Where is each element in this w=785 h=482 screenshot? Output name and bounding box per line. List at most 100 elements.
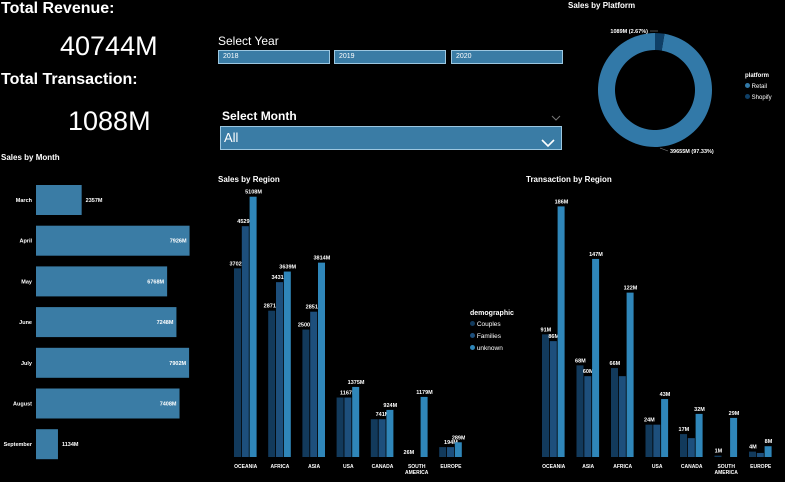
legend-title: demographic <box>470 310 514 317</box>
bar-families <box>618 376 626 457</box>
month-dropdown[interactable]: All <box>220 126 562 150</box>
legend-dot <box>745 94 750 99</box>
bar-couples <box>302 329 310 457</box>
legend-label: Shopify <box>751 95 772 101</box>
category-label: USA <box>343 464 354 470</box>
legend-item-unknown[interactable]: unknown <box>470 345 514 352</box>
category-label: AFRICA <box>270 464 289 470</box>
year-button-2020[interactable]: 2020 <box>451 50 563 64</box>
month-bar <box>36 307 177 338</box>
category-label: OCEANIA <box>234 464 257 470</box>
category-label: SOUTH <box>408 464 426 470</box>
bar-value-label: 147M <box>589 252 603 258</box>
month-label: July <box>21 361 33 367</box>
total-revenue-title: Total Revenue: <box>1 0 115 17</box>
bar-unknown <box>454 442 462 457</box>
sales-by-region-title: Sales by Region <box>218 175 280 184</box>
bar-couples <box>234 268 241 457</box>
month-label: May <box>21 279 33 285</box>
legend-dot <box>470 333 475 338</box>
month-value-label: 7408M <box>160 402 177 408</box>
legend-item-families[interactable]: Families <box>470 333 514 340</box>
total-revenue-value: 40744M <box>60 31 158 61</box>
month-bar <box>36 388 180 419</box>
donut-leader-line <box>659 147 669 152</box>
bar-families <box>310 311 318 457</box>
month-value-label: 6768M <box>147 279 164 285</box>
category-label: ASIA <box>582 464 594 470</box>
bar-families <box>378 419 386 457</box>
donut-label-shopify: 1089M (2.67%) <box>610 29 648 35</box>
bar-unknown <box>626 292 634 457</box>
month-value-label: 1134M <box>62 442 79 448</box>
bar-value-label: 26M <box>404 450 415 456</box>
select-month-title: Select Month <box>222 109 297 123</box>
month-bar <box>36 185 82 215</box>
bar-value-label: 194M <box>444 440 458 446</box>
bar-families <box>344 397 352 457</box>
slicer-collapse-chevron-icon[interactable] <box>551 108 561 126</box>
bar-value-label: 1M <box>715 449 723 455</box>
month-label: March <box>16 198 33 204</box>
bar-unknown <box>661 399 669 457</box>
bar-value-label: 2871M <box>264 304 281 310</box>
month-bar <box>36 429 58 460</box>
platform-legend: platform Retail Shopify <box>745 73 772 101</box>
bar-value-label: 4529M <box>237 219 254 225</box>
bar-unknown <box>730 417 738 457</box>
total-transaction-value: 1088M <box>68 106 151 136</box>
bar-unknown <box>557 206 565 457</box>
bar-couples <box>336 397 344 457</box>
bar-unknown <box>386 409 394 457</box>
chevron-down-icon <box>541 133 555 155</box>
legend-item-couples[interactable]: Couples <box>470 321 514 328</box>
bar-value-label: 1375M <box>348 380 365 386</box>
legend-label: unknown <box>476 345 503 352</box>
bar-value-label: 3431M <box>271 275 288 281</box>
month-label: September <box>4 442 33 448</box>
bar-value-label: 5108M <box>245 190 262 196</box>
bar-couples <box>749 451 756 457</box>
bar-value-label: 32M <box>694 407 705 413</box>
bar-unknown <box>420 396 428 457</box>
month-bar <box>36 225 190 256</box>
bar-value-label: 8M <box>765 439 773 445</box>
bar-value-label: 4M <box>749 445 757 451</box>
bar-couples <box>576 365 584 457</box>
bar-unknown <box>318 262 325 457</box>
bar-value-label: 122M <box>624 286 638 292</box>
bar-value-label: 66M <box>610 361 621 367</box>
bar-value-label: 91M <box>541 327 552 333</box>
sales-by-platform-chart: 1089M (2.67%) 39655M (97.33%) <box>598 29 714 155</box>
year-button-2018[interactable]: 2018 <box>218 50 330 64</box>
category-label: OCEANIA <box>542 464 565 470</box>
legend-item-shopify[interactable]: Shopify <box>745 94 772 101</box>
bar-value-label: 3639M <box>279 265 296 271</box>
sales-by-platform-title: Sales by Platform <box>568 1 636 10</box>
month-value-label: 7902M <box>169 361 186 367</box>
legend-dot <box>745 83 750 88</box>
category-label: SOUTH <box>717 464 735 470</box>
month-bar <box>36 347 190 378</box>
bar-value-label: 2851M <box>306 305 323 311</box>
category-label: ASIA <box>308 464 320 470</box>
sales-by-month-chart: March 2357M April 7926M May 6768M June 7248M Jul… <box>4 185 190 460</box>
bar-value-label: 924M <box>383 403 397 409</box>
bar-families <box>653 424 661 457</box>
bar-families <box>241 226 249 457</box>
month-label: April <box>19 239 32 245</box>
bar-couples <box>611 368 618 457</box>
sales-by-region-chart: 3702M 4529M 5108M OCEANIA 2871M 3431M 3639M AFR… <box>229 190 465 476</box>
bar-families <box>276 282 283 457</box>
bar-couples <box>645 424 653 457</box>
year-button-2019[interactable]: 2019 <box>334 50 446 64</box>
platform-legend-title: platform <box>745 73 769 79</box>
category-label: AMERICA <box>715 470 739 476</box>
bar-families <box>447 447 454 457</box>
category-label: AMERICA <box>405 470 429 476</box>
legend-item-retail[interactable]: Retail <box>745 83 772 90</box>
bar-value-label: 186M <box>555 199 569 205</box>
demographic-legend: demographic Couples Families unknown <box>470 310 514 352</box>
select-year-title: Select Year <box>218 34 279 48</box>
bar-unknown <box>764 446 772 457</box>
